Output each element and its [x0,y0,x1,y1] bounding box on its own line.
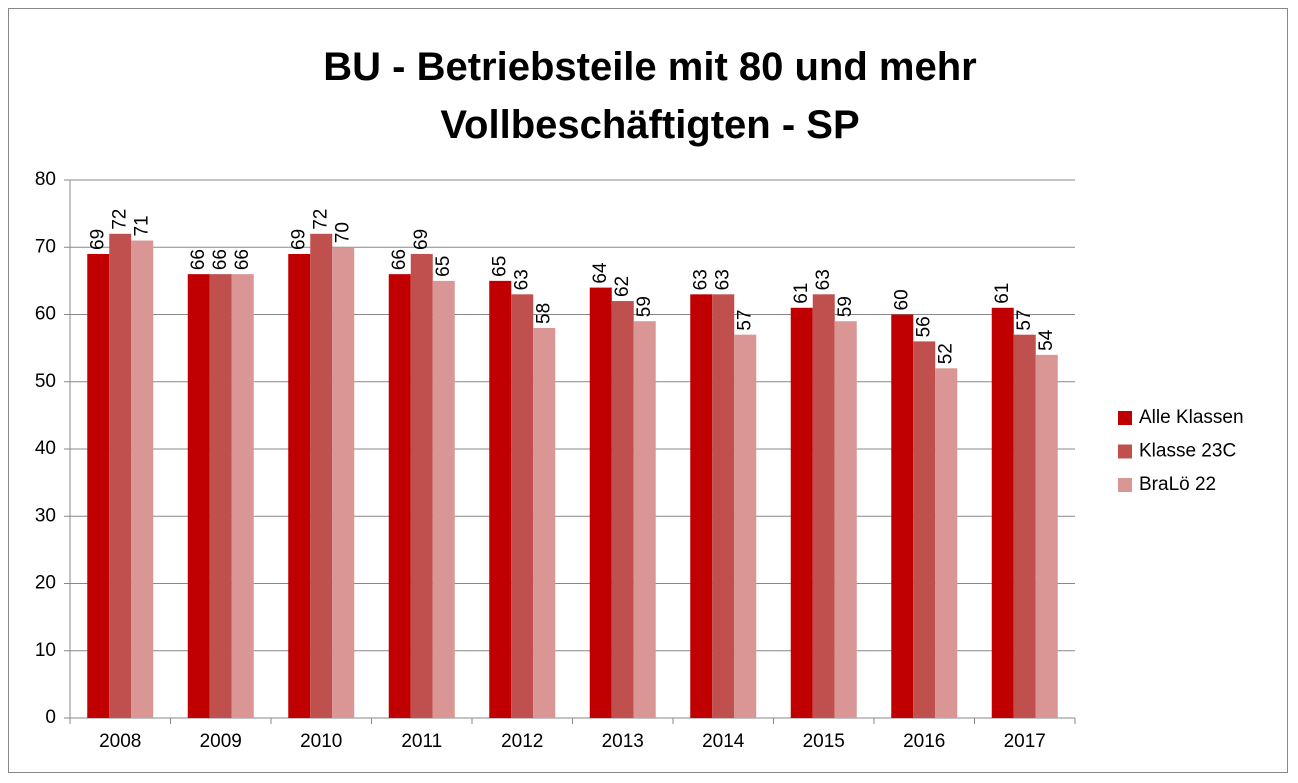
bar [633,321,656,718]
bar [935,368,958,718]
data-label: 63 [813,269,834,290]
legend-label: Klasse 23C [1139,441,1236,462]
bar [533,327,556,718]
data-label: 66 [188,249,209,270]
x-tick-label: 2009 [200,731,242,752]
legend-swatch [1118,478,1132,492]
x-tick-label: 2014 [702,731,745,752]
bar [511,294,534,718]
legend-label: BraLö 22 [1139,474,1216,495]
y-tick-label: 80 [35,169,56,190]
bar [690,294,713,718]
y-tick-label: 30 [35,505,56,526]
data-label: 63 [511,269,532,290]
data-label: 69 [411,229,432,250]
x-tick-label: 2010 [300,731,342,752]
y-tick-label: 0 [45,707,56,728]
data-label: 61 [992,283,1013,304]
data-label: 60 [891,289,912,310]
bar [109,233,132,719]
data-label: 72 [109,209,130,230]
x-tick-label: 2012 [501,731,543,752]
data-label: 71 [131,215,152,236]
x-tick-label: 2013 [602,731,644,752]
data-label: 57 [734,310,755,331]
x-tick-label: 2011 [401,731,442,752]
bar [231,274,254,718]
bar [87,253,110,718]
data-label: 66 [389,249,410,270]
bar [209,274,232,718]
bar [734,334,757,718]
bar [388,274,411,718]
data-label: 62 [612,276,633,297]
bar [410,253,433,718]
data-label: 56 [913,316,934,337]
y-tick-label: 50 [35,371,56,392]
bar [790,307,813,718]
x-tick-label: 2017 [1004,731,1046,752]
bar [712,294,735,718]
bar [332,247,355,718]
bar [310,233,333,719]
bar [891,314,914,718]
bar [1035,354,1058,718]
bar [288,253,311,718]
data-label: 66 [232,249,253,270]
bar [187,274,210,718]
data-label: 63 [712,269,733,290]
y-tick-label: 20 [35,573,56,594]
bar [812,294,835,718]
data-label: 59 [835,296,856,317]
bar [913,341,936,718]
data-label: 65 [489,256,510,277]
y-tick-label: 60 [35,304,56,325]
bar [589,287,612,718]
data-label: 64 [590,262,611,284]
y-tick-label: 70 [35,236,56,257]
x-tick-label: 2015 [803,731,845,752]
x-tick-label: 2008 [99,731,141,752]
y-tick-label: 10 [35,640,56,661]
bar [131,240,154,718]
data-label: 63 [690,269,711,290]
bar [834,321,857,718]
chart-title: BU - Betriebsteile mit 80 und mehr Vollb… [323,45,977,147]
data-label: 69 [288,229,309,250]
data-label: 59 [634,296,655,317]
data-label: 57 [1014,310,1035,331]
bar [991,307,1014,718]
legend-swatch [1118,444,1132,459]
data-label: 54 [1036,329,1057,351]
x-tick-label: 2016 [903,731,945,752]
data-label: 52 [935,343,956,364]
bar [489,280,512,718]
data-label: 58 [533,303,554,324]
bar [611,301,634,718]
data-label: 66 [210,249,231,270]
data-label: 65 [433,256,454,277]
chart-frame [8,8,1288,773]
bar [432,280,455,718]
legend-swatch [1118,411,1132,425]
bar [1013,334,1036,718]
y-tick-label: 40 [35,438,56,459]
data-label: 72 [310,209,331,230]
data-label: 70 [332,222,353,243]
data-label: 61 [791,283,812,304]
data-label: 69 [87,229,108,250]
legend-label: Alle Klassen [1139,407,1244,428]
